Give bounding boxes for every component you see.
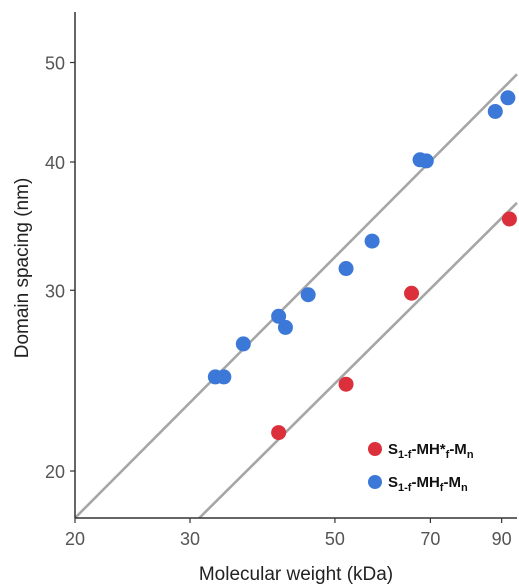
fit-line-series-2 <box>74 73 518 519</box>
data-point-series-1 <box>404 285 420 301</box>
data-point-series-2 <box>487 103 503 119</box>
data-point-series-2 <box>338 261 354 277</box>
x-axis-title: Molecular weight (kDa) <box>199 564 393 585</box>
y-axis-ticks: 20 30 40 50 <box>45 54 75 482</box>
data-point-series-2 <box>500 90 516 106</box>
y-tick-label: 40 <box>45 153 65 173</box>
y-tick-label: 20 <box>45 462 65 482</box>
x-tick-label: 20 <box>65 529 85 549</box>
legend-label-series-2: S1-f-MHf-Mn <box>388 474 468 494</box>
x-tick-label: 30 <box>180 529 200 549</box>
x-tick-label: 90 <box>492 529 512 549</box>
x-tick-label: 50 <box>325 529 345 549</box>
x-axis-ticks: 20 30 50 70 90 <box>65 518 512 549</box>
fit-lines <box>74 73 518 519</box>
data-point-series-1 <box>338 376 354 392</box>
data-points <box>207 90 517 441</box>
data-point-series-2 <box>216 369 232 385</box>
data-point-series-2 <box>235 336 251 352</box>
data-point-series-1 <box>501 211 517 227</box>
fit-line-series-1 <box>198 201 518 519</box>
legend: S1-f-MH*f-Mn S1-f-MHf-Mn <box>368 441 474 494</box>
y-tick-label: 30 <box>45 281 65 301</box>
y-tick-label: 50 <box>45 54 65 74</box>
legend-marker-series-1 <box>368 442 382 456</box>
data-point-series-2 <box>300 287 316 303</box>
x-tick-label: 70 <box>420 529 440 549</box>
y-axis-title: Domain spacing (nm) <box>12 178 33 359</box>
data-point-series-2 <box>277 319 293 335</box>
data-point-series-2 <box>364 233 380 249</box>
data-point-series-1 <box>271 425 287 441</box>
data-point-series-2 <box>418 153 434 169</box>
legend-label-series-1: S1-f-MH*f-Mn <box>388 441 474 461</box>
plot-area <box>74 73 518 519</box>
legend-marker-series-2 <box>368 475 382 489</box>
data-point-series-2 <box>271 308 287 324</box>
